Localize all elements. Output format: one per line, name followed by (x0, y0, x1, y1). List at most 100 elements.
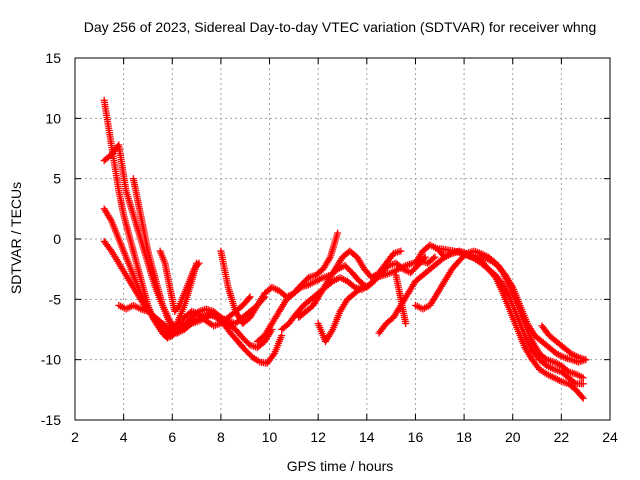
data-point (567, 376, 570, 379)
data-point (409, 271, 412, 274)
data-point (487, 268, 490, 270)
data-point (103, 208, 105, 210)
data-point (516, 328, 519, 331)
data-point (322, 268, 324, 270)
data-point (127, 232, 130, 234)
data-point (176, 332, 178, 334)
data-point (392, 316, 395, 319)
data-point (434, 256, 436, 258)
data-point (142, 286, 144, 289)
y-tick-label: 10 (45, 110, 61, 126)
data-point (480, 252, 482, 255)
data-point (545, 364, 548, 367)
data-point (244, 349, 247, 351)
data-point (378, 271, 380, 274)
data-point (339, 310, 341, 313)
data-point (443, 256, 446, 258)
data-point (256, 346, 259, 349)
data-point (370, 276, 373, 279)
data-point (538, 368, 541, 371)
data-point (198, 262, 200, 264)
data-point (421, 250, 424, 252)
data-point (117, 189, 120, 192)
series-track-17 (436, 245, 590, 366)
data-point (322, 276, 324, 279)
data-point (378, 332, 380, 334)
data-point (429, 304, 431, 307)
data-point (159, 250, 161, 252)
data-point (577, 356, 580, 359)
x-tick-label: 22 (554, 429, 570, 445)
data-point (132, 304, 135, 307)
data-point (288, 322, 290, 325)
data-point (212, 313, 215, 315)
x-tick-label: 4 (120, 429, 128, 445)
data-point (560, 364, 563, 367)
data-point (458, 259, 461, 262)
data-point (108, 129, 110, 132)
y-tick-label: 5 (53, 171, 61, 187)
data-point (156, 286, 159, 289)
y-tick-label: 0 (53, 231, 61, 247)
data-point (553, 361, 555, 363)
data-point (293, 292, 295, 295)
data-point (113, 159, 115, 162)
data-point (553, 376, 555, 379)
y-tick-label: -10 (41, 352, 61, 368)
data-point (526, 322, 529, 325)
data-point (181, 322, 183, 325)
data-point (390, 271, 392, 274)
data-point (490, 259, 492, 262)
data-point (132, 214, 135, 216)
data-point (584, 358, 587, 361)
data-point (327, 280, 329, 283)
data-point (234, 328, 237, 331)
data-point (567, 370, 570, 373)
data-point (397, 268, 400, 270)
series-track-14 (392, 271, 410, 327)
data-point (263, 340, 266, 343)
data-point (555, 352, 558, 355)
data-point (190, 322, 193, 325)
data-point (132, 274, 135, 277)
data-point (139, 308, 142, 310)
data-point (152, 268, 154, 270)
data-point (545, 373, 548, 375)
data-point (319, 292, 322, 295)
data-point (154, 316, 157, 319)
data-point (334, 268, 337, 270)
data-point (193, 268, 195, 270)
data-point (582, 383, 585, 385)
series-track-5 (115, 293, 254, 340)
data-point (169, 334, 171, 337)
data-point (241, 322, 244, 325)
data-point (183, 292, 186, 295)
data-point (553, 368, 555, 371)
data-point (482, 256, 485, 258)
data-point (132, 286, 135, 289)
data-point (164, 262, 166, 264)
data-point (395, 274, 397, 277)
x-tick-label: 6 (168, 429, 176, 445)
data-point (400, 298, 402, 301)
x-tick-label: 16 (408, 429, 424, 445)
series-track-8 (217, 229, 342, 327)
data-point (234, 310, 237, 313)
data-point (256, 304, 259, 307)
y-tick-label: -5 (49, 291, 62, 307)
data-point (524, 346, 526, 349)
data-point (137, 202, 140, 204)
data-point (312, 304, 315, 307)
data-point (237, 340, 239, 343)
data-point (582, 376, 585, 379)
data-point (249, 296, 251, 298)
data-point (438, 247, 441, 250)
x-tick-label: 2 (71, 429, 79, 445)
series-track-18 (538, 322, 590, 364)
data-point (436, 262, 439, 264)
data-point (567, 383, 570, 385)
data-point (548, 334, 551, 337)
chart-title: Day 256 of 2023, Sidereal Day-to-day VTE… (84, 19, 597, 35)
data-point (531, 358, 533, 361)
